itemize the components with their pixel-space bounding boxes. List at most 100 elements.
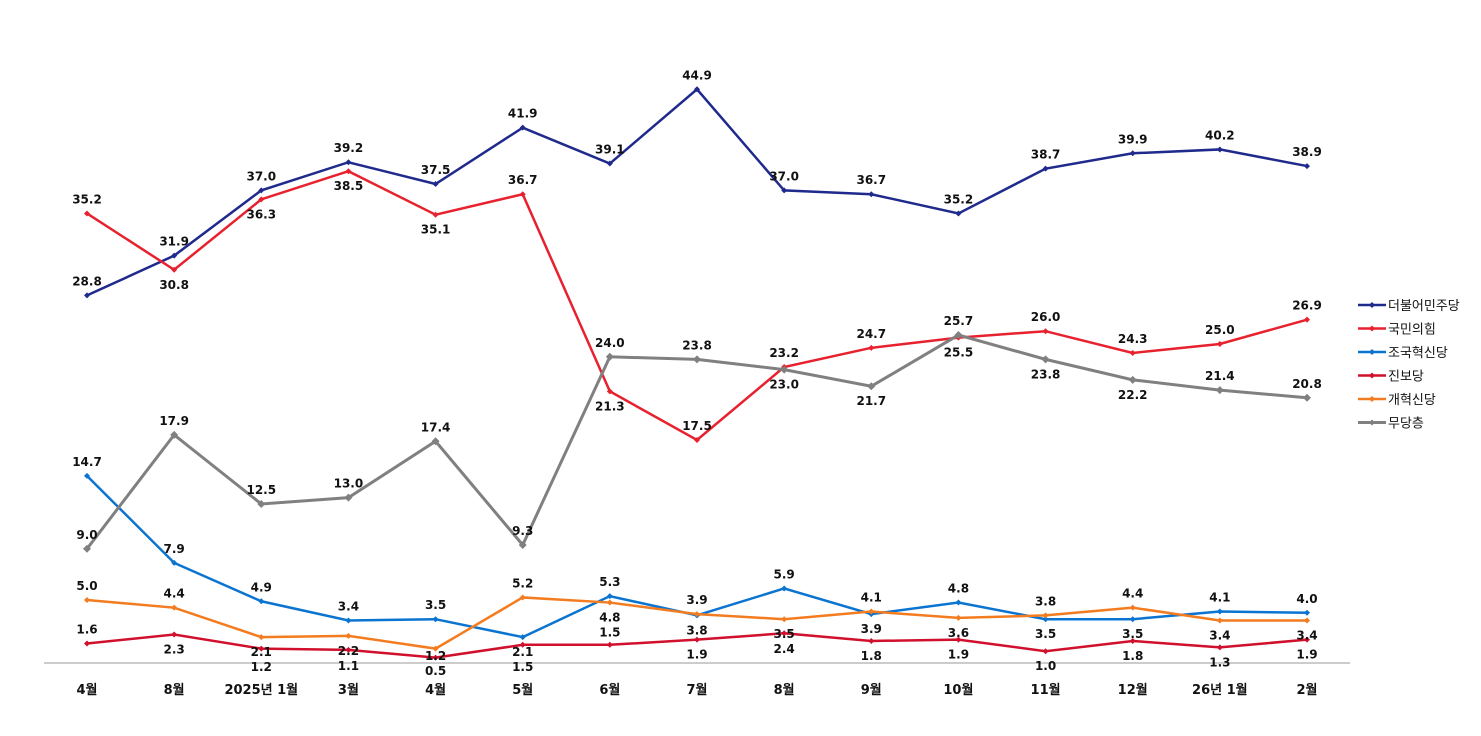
data-point <box>84 597 90 603</box>
data-label: 4.1 <box>1209 591 1230 605</box>
data-label: 38.5 <box>334 179 364 193</box>
data-point <box>519 124 526 131</box>
series-0 <box>84 86 1310 299</box>
data-point <box>1304 316 1310 323</box>
data-label: 26.9 <box>1292 299 1322 313</box>
data-point <box>432 211 439 218</box>
data-label: 2.4 <box>774 642 795 656</box>
data-point <box>1304 617 1310 624</box>
legend-marker <box>1369 419 1375 426</box>
x-tick-label: 8월 <box>774 682 795 698</box>
data-label: 4.4 <box>164 587 185 601</box>
legend-label: 더불어민주당 <box>1388 299 1460 314</box>
x-tick-label: 8월 <box>164 682 185 698</box>
data-point <box>258 598 265 605</box>
data-label: 7.9 <box>164 542 185 556</box>
data-point <box>606 388 613 395</box>
data-point <box>518 540 527 549</box>
data-point <box>519 634 526 641</box>
data-point <box>780 365 789 374</box>
data-label: 35.1 <box>421 223 451 237</box>
data-label: 1.2 <box>251 660 272 674</box>
data-point <box>1216 644 1223 651</box>
data-point <box>84 472 90 479</box>
data-point <box>519 594 526 601</box>
data-label: 9.3 <box>512 524 533 538</box>
data-point <box>781 585 788 592</box>
data-label: 1.2 <box>425 649 446 663</box>
legend-item: 조국혁신당 <box>1358 346 1448 361</box>
data-label: 17.4 <box>421 420 451 434</box>
legend-marker <box>1369 349 1375 355</box>
data-point <box>258 634 265 641</box>
data-label: 4.0 <box>1296 592 1317 606</box>
x-tick-label: 11월 <box>1031 682 1061 698</box>
data-point <box>781 616 788 623</box>
data-label: 1.1 <box>338 659 359 673</box>
x-tick-label: 4월 <box>425 682 446 698</box>
legend-label: 조국혁신당 <box>1388 346 1448 361</box>
data-point <box>1042 165 1049 172</box>
data-label: 3.5 <box>1035 627 1056 641</box>
data-label: 31.9 <box>159 235 189 249</box>
legend-marker <box>1369 302 1375 308</box>
data-label: 2.1 <box>512 645 533 659</box>
data-label: 40.2 <box>1205 128 1235 142</box>
legend-marker <box>1369 372 1375 379</box>
data-point <box>693 355 701 364</box>
x-tick-label: 6월 <box>599 682 620 698</box>
series-1 <box>84 168 1310 443</box>
data-label: 4.8 <box>948 582 969 596</box>
data-label: 3.5 <box>1122 627 1143 641</box>
data-label: 21.4 <box>1205 369 1235 383</box>
data-point <box>1216 146 1223 153</box>
data-label: 24.7 <box>856 327 886 341</box>
x-tick-label: 2025년 1월 <box>224 682 298 698</box>
data-point <box>432 616 439 623</box>
data-point <box>1304 163 1310 170</box>
series-3 <box>84 630 1310 661</box>
data-label: 23.8 <box>682 338 712 352</box>
data-point <box>345 159 352 166</box>
data-label: 3.8 <box>686 623 707 637</box>
data-point <box>694 437 700 443</box>
data-label: 13.0 <box>334 477 364 491</box>
data-point <box>345 632 352 639</box>
data-point <box>781 187 788 194</box>
data-label: 2.2 <box>338 644 359 658</box>
data-label: 37.5 <box>421 163 451 177</box>
x-tick-label: 2월 <box>1296 682 1317 698</box>
data-label: 3.4 <box>338 599 359 613</box>
data-point <box>954 331 963 340</box>
data-label: 4.8 <box>599 611 620 625</box>
data-point <box>84 210 90 217</box>
data-point <box>868 637 875 644</box>
data-point <box>432 181 439 187</box>
data-point <box>1303 393 1311 402</box>
data-point <box>1304 636 1310 643</box>
data-label: 41.9 <box>508 107 538 121</box>
data-point <box>694 636 700 643</box>
data-label: 25.7 <box>944 314 974 328</box>
data-point <box>84 292 90 299</box>
data-label: 28.8 <box>72 274 102 288</box>
data-point <box>432 654 439 661</box>
data-label: 44.9 <box>682 68 712 82</box>
data-point <box>1129 616 1136 623</box>
x-tick-label: 5월 <box>512 682 533 698</box>
data-point <box>1042 616 1049 623</box>
x-tick-label: 7월 <box>686 682 707 698</box>
x-tick-label: 10월 <box>943 682 973 698</box>
data-point <box>868 344 875 351</box>
data-point <box>868 191 875 198</box>
data-label: 2.1 <box>251 645 272 659</box>
legend-label: 개혁신당 <box>1388 393 1436 408</box>
data-point <box>345 168 352 175</box>
legend-label: 진보당 <box>1388 370 1424 385</box>
data-label: 4.4 <box>1122 587 1143 601</box>
data-label: 3.5 <box>774 627 795 641</box>
data-point <box>955 614 962 621</box>
data-label: 1.0 <box>1035 659 1056 673</box>
data-point <box>83 544 91 553</box>
data-point <box>84 640 90 647</box>
